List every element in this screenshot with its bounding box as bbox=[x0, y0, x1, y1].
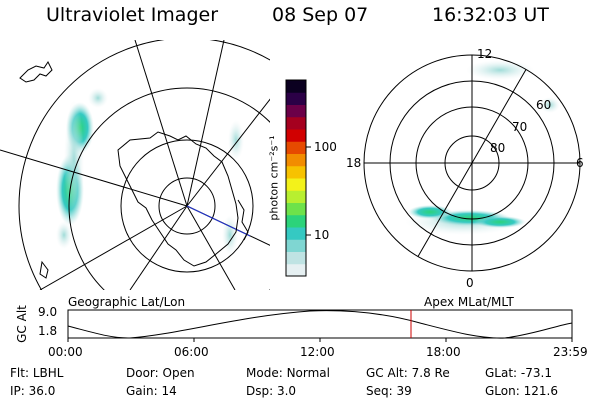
altitude-plot bbox=[67, 309, 573, 342]
info-dsp: Dsp: 3.0 bbox=[246, 384, 297, 398]
time-tick-0000: 00:00 bbox=[48, 345, 83, 359]
time-tick-2359: 23:59 bbox=[553, 345, 588, 359]
info-flt: Flt: LBHL bbox=[10, 366, 64, 380]
colorbar-cell bbox=[286, 251, 306, 265]
date-label: 08 Sep 07 bbox=[272, 4, 369, 26]
info-seq: Seq: 39 bbox=[366, 384, 412, 398]
aurora-emission-magnetic bbox=[405, 60, 560, 235]
altitude-tick-high: 9.0 bbox=[38, 305, 58, 319]
colorbar-cell bbox=[286, 129, 306, 142]
colorbar-cell bbox=[286, 116, 306, 130]
mlt-label-6: 6 bbox=[576, 156, 584, 170]
sun-direction-line bbox=[186, 205, 251, 237]
info-glon: GLon: 121.6 bbox=[485, 384, 558, 398]
landmass-outline bbox=[19, 61, 53, 83]
altitude-tick-low: 1.8 bbox=[38, 324, 58, 338]
colorbar bbox=[285, 79, 311, 277]
altitude-axis-label: GC Alt bbox=[15, 305, 29, 343]
time-tick-1200: 12:00 bbox=[300, 345, 335, 359]
colorbar-cell bbox=[286, 190, 306, 203]
colorbar-tick-10: 10 bbox=[314, 228, 330, 242]
colorbar-unit-label: photon cm⁻²s⁻¹ bbox=[267, 135, 281, 221]
aurora-emission-geographic bbox=[56, 88, 244, 255]
time-label: 16:32:03 UT bbox=[432, 4, 549, 26]
mlt-label-12: 12 bbox=[477, 47, 493, 61]
colorbar-cell bbox=[286, 263, 306, 277]
apex-caption: Apex MLat/MLT bbox=[424, 295, 514, 309]
colorbar-cell bbox=[286, 165, 306, 179]
colorbar-cell bbox=[286, 202, 306, 216]
colorbar-cell bbox=[286, 214, 306, 228]
mlt-label-0: 0 bbox=[466, 276, 474, 290]
info-gc-alt: GC Alt: 7.8 Re bbox=[366, 366, 450, 380]
colorbar-cell bbox=[286, 178, 306, 191]
colorbar-tick-100: 100 bbox=[314, 140, 337, 154]
mlat-label-70: 70 bbox=[512, 120, 528, 134]
colorbar-cell bbox=[286, 141, 306, 154]
mlat-label-80: 80 bbox=[490, 141, 506, 155]
info-glat: GLat: -73.1 bbox=[485, 366, 552, 380]
instrument-title: Ultraviolet Imager bbox=[46, 4, 219, 26]
info-door: Door: Open bbox=[126, 366, 195, 380]
geographic-caption: Geographic Lat/Lon bbox=[68, 295, 186, 309]
time-tick-1800: 18:00 bbox=[426, 345, 461, 359]
colorbar-cell bbox=[286, 80, 306, 93]
colorbar-cell bbox=[286, 92, 306, 105]
geographic-map bbox=[0, 40, 270, 290]
antarctica-coastline bbox=[117, 131, 239, 267]
info-gain: Gain: 14 bbox=[126, 384, 177, 398]
mlt-label-18: 18 bbox=[346, 156, 362, 170]
time-tick-0600: 06:00 bbox=[174, 345, 209, 359]
colorbar-cell bbox=[286, 153, 306, 167]
colorbar-cell bbox=[286, 104, 306, 118]
info-mode: Mode: Normal bbox=[246, 366, 330, 380]
colorbar-cell bbox=[286, 227, 306, 240]
mlat-label-60: 60 bbox=[536, 98, 552, 112]
info-ip: IP: 36.0 bbox=[10, 384, 56, 398]
altitude-curve bbox=[67, 310, 573, 339]
colorbar-cell bbox=[286, 239, 306, 252]
magnetic-polar-plot bbox=[363, 54, 581, 272]
